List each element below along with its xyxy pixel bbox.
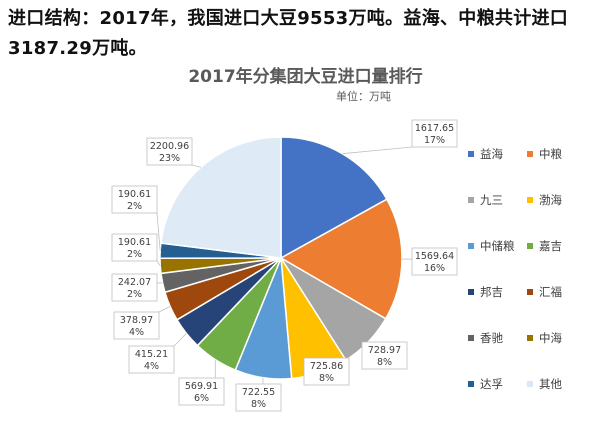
data-label-percent: 2% — [127, 201, 142, 212]
legend-item-嘉吉: 嘉吉 — [527, 238, 562, 254]
legend-swatch — [468, 381, 474, 387]
leader-line-邦吉 — [173, 333, 187, 347]
data-label-value: 1617.65 — [415, 123, 454, 134]
data-label-香驰: 242.072% — [111, 273, 158, 302]
data-label-中海: 190.612% — [111, 233, 158, 262]
data-label-percent: 8% — [377, 357, 392, 368]
data-label-value: 569.91 — [185, 381, 218, 392]
legend-swatch — [468, 197, 474, 203]
data-label-value: 190.61 — [118, 237, 151, 248]
legend-label: 嘉吉 — [539, 239, 562, 253]
data-label-value: 2200.96 — [150, 141, 189, 152]
data-label-达孚: 190.612% — [111, 185, 158, 214]
data-label-percent: 16% — [424, 263, 445, 274]
data-label-value: 722.55 — [242, 387, 275, 398]
legend-swatch — [468, 335, 474, 341]
leader-line-其他 — [191, 164, 202, 168]
legend-item-渤海: 渤海 — [527, 192, 562, 208]
leader-line-达孚 — [156, 212, 161, 251]
data-label-九三: 728.978% — [361, 341, 408, 370]
data-label-percent: 2% — [127, 289, 142, 300]
data-label-value: 728.97 — [368, 345, 401, 356]
data-label-value: 725.86 — [310, 361, 343, 372]
data-label-percent: 8% — [319, 373, 334, 384]
data-label-percent: 17% — [424, 135, 445, 146]
legend-label: 中粮 — [539, 147, 562, 161]
data-label-percent: 4% — [129, 327, 144, 338]
legend-swatch — [527, 243, 533, 249]
data-label-value: 1569.64 — [415, 251, 454, 262]
legend-swatch — [468, 243, 474, 249]
data-label-value: 378.97 — [120, 315, 153, 326]
legend-label: 九三 — [480, 193, 503, 207]
leader-line-中海 — [156, 260, 161, 267]
legend-label: 汇福 — [539, 285, 562, 299]
data-label-percent: 2% — [127, 249, 142, 260]
legend-item-香驰: 香驰 — [468, 330, 503, 346]
legend-item-其他: 其他 — [527, 376, 562, 392]
legend-swatch — [527, 151, 533, 157]
legend-swatch — [527, 381, 533, 387]
data-label-value: 415.21 — [135, 349, 168, 360]
legend-item-汇福: 汇福 — [527, 284, 562, 300]
legend-item-邦吉: 邦吉 — [468, 284, 503, 300]
legend-item-九三: 九三 — [468, 192, 503, 208]
data-label-中储粮: 722.558% — [235, 383, 282, 412]
data-label-percent: 6% — [194, 393, 209, 404]
caption-text: 进口结构：2017年，我国进口大豆9553万吨。益海、中粮共计进口 3187.2… — [8, 4, 608, 64]
legend-label: 香驰 — [480, 331, 503, 345]
data-label-percent: 23% — [159, 153, 180, 164]
data-label-percent: 4% — [144, 361, 159, 372]
legend-swatch — [527, 197, 533, 203]
leader-line-益海 — [342, 146, 413, 155]
data-label-渤海: 725.868% — [303, 357, 350, 386]
data-label-邦吉: 415.214% — [128, 345, 175, 374]
data-label-value: 190.61 — [118, 189, 151, 200]
legend-label: 渤海 — [539, 193, 562, 207]
legend-item-达孚: 达孚 — [468, 376, 503, 392]
legend-label: 其他 — [539, 377, 562, 391]
legend-item-中海: 中海 — [527, 330, 562, 346]
legend-label: 中储粮 — [480, 239, 515, 253]
legend-swatch — [468, 151, 474, 157]
pie-slice-益海 — [280, 136, 388, 260]
legend-item-中粮: 中粮 — [527, 146, 562, 162]
legend-label: 邦吉 — [480, 285, 503, 299]
data-label-value: 242.07 — [118, 277, 151, 288]
pie-slice-中粮 — [279, 198, 403, 320]
legend-label: 中海 — [539, 331, 562, 345]
data-label-percent: 8% — [251, 399, 266, 410]
legend-label: 达孚 — [480, 377, 503, 391]
leader-line-汇福 — [158, 306, 171, 313]
chart-title: 2017年分集团大豆进口量排行 — [188, 67, 423, 87]
unit-label: 单位：万吨 — [336, 90, 391, 103]
legend-swatch — [468, 289, 474, 295]
data-label-汇福: 378.974% — [113, 311, 160, 340]
legend-swatch — [527, 289, 533, 295]
data-label-嘉吉: 569.916% — [178, 377, 225, 406]
legend-item-中储粮: 中储粮 — [468, 238, 515, 254]
legend-swatch — [527, 335, 533, 341]
caption-line-1: 进口结构：2017年，我国进口大豆9553万吨。益海、中粮共计进口 — [8, 8, 569, 29]
legend-item-益海: 益海 — [468, 146, 503, 162]
caption-line-2: 3187.29万吨。 — [8, 38, 147, 59]
legend-label: 益海 — [480, 147, 503, 161]
